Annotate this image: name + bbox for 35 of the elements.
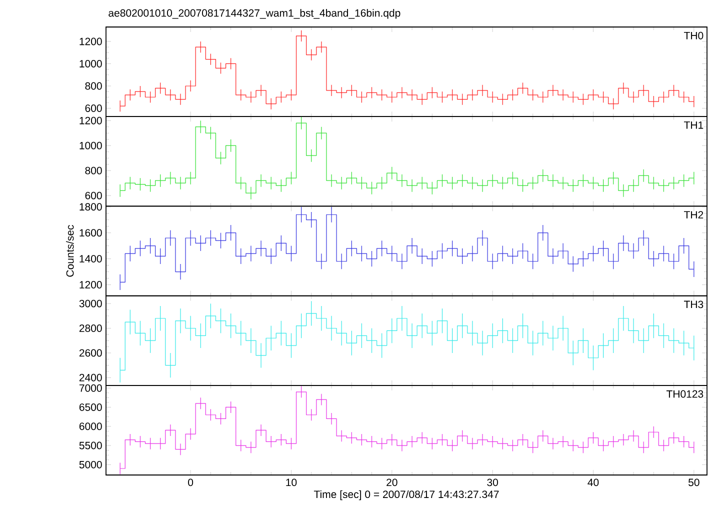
x-tick-label: 0 (188, 478, 194, 486)
y-tick-label: 3000 (79, 300, 102, 308)
y-tick-label: 1200 (80, 38, 102, 46)
y-tick-label: 2400 (79, 374, 102, 382)
annotation: TH1 (684, 121, 704, 129)
annotation: TH3 (684, 300, 704, 308)
y-tick-label: 1200 (80, 116, 102, 124)
x-tick-label: 20 (386, 478, 398, 486)
y-tick-label: 2600 (79, 349, 102, 357)
y-tick-label: 800 (85, 82, 102, 90)
y-tick-label: 800 (85, 166, 102, 174)
annotation: TH0123 (666, 390, 704, 398)
y-tick-label: 5500 (79, 442, 102, 450)
x-tick-label: 30 (487, 478, 498, 486)
y-tick-label: 1000 (80, 142, 102, 150)
y-tick-label: 600 (85, 104, 102, 112)
annotation: TH0 (684, 32, 704, 40)
y-tick-label: 5000 (79, 460, 102, 468)
annotation: TH2 (684, 211, 704, 218)
x-tick-label: 50 (688, 478, 700, 486)
y-tick-label: 6000 (79, 422, 102, 430)
y-tick-label: 1200 (80, 281, 102, 288)
x-axis-title: Time [sec] 0 = 2007/08/17 14:43:27.347 (314, 490, 499, 500)
y-tick-label: 2800 (79, 324, 102, 332)
y-tick-label: 1000 (80, 60, 102, 68)
y-tick-label: 1600 (80, 229, 102, 237)
x-tick-label: 40 (588, 478, 599, 486)
y-tick-label: 1800 (80, 203, 102, 211)
y-axis-title: Counts/sec (66, 225, 74, 277)
y-tick-label: 7000 (79, 384, 102, 392)
y-tick-label: 1400 (80, 255, 102, 263)
chart-title: ae802001010_20070817144327_wam1_bst_4band_16bin.qdp (108, 9, 400, 19)
y-tick-label: 6500 (79, 404, 102, 411)
x-tick-label: 10 (286, 478, 297, 486)
y-tick-label: 600 (85, 192, 102, 200)
